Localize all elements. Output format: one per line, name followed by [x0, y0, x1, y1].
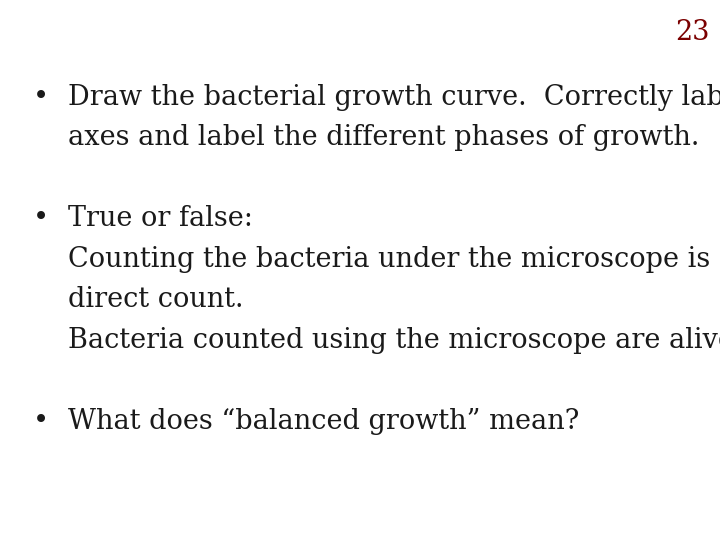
Text: direct count.: direct count.	[68, 286, 244, 313]
Text: What does “balanced growth” mean?: What does “balanced growth” mean?	[68, 408, 580, 435]
Text: •: •	[32, 408, 48, 435]
Text: Bacteria counted using the microscope are alive.: Bacteria counted using the microscope ar…	[68, 327, 720, 354]
Text: Draw the bacterial growth curve.  Correctly label the: Draw the bacterial growth curve. Correct…	[68, 84, 720, 111]
Text: 23: 23	[675, 19, 709, 46]
Text: axes and label the different phases of growth.: axes and label the different phases of g…	[68, 124, 700, 151]
Text: True or false:: True or false:	[68, 205, 253, 232]
Text: Counting the bacteria under the microscope is a: Counting the bacteria under the microsco…	[68, 246, 720, 273]
Text: •: •	[32, 205, 48, 232]
Text: •: •	[32, 84, 48, 111]
